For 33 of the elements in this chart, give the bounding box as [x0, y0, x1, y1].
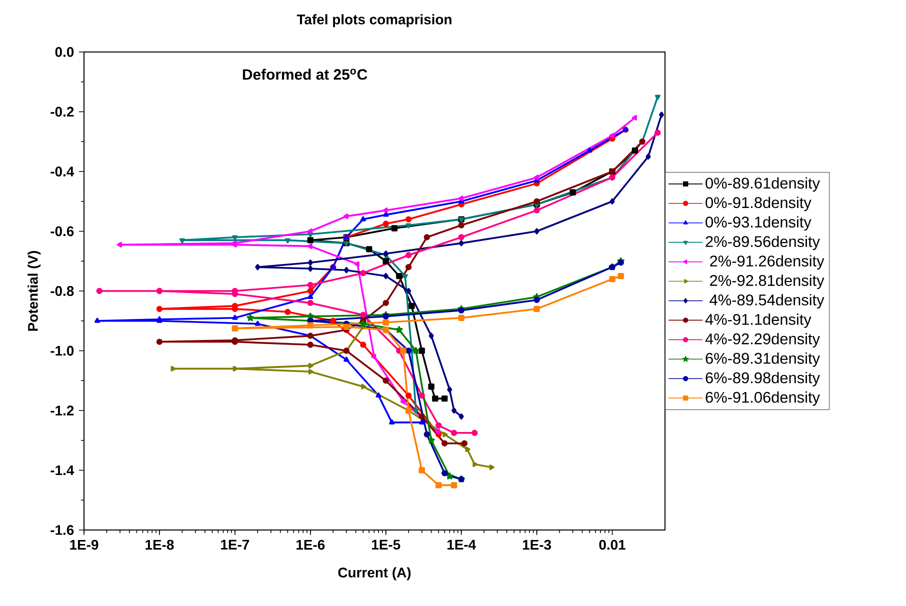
- legend-label: 6%-91.06density: [706, 391, 820, 406]
- y-tick-label: -0.6: [50, 226, 74, 236]
- x-tick-label: 1E-3: [522, 540, 552, 550]
- x-tick-label: 0.01: [599, 540, 626, 550]
- x-tick-label: 1E-4: [447, 540, 476, 550]
- legend-label: 0%-93.1density: [706, 216, 812, 231]
- legend-label: 2%-89.56density: [706, 236, 820, 250]
- x-axis-title: Current (A): [338, 567, 411, 580]
- legend-label: 2%-91.26density: [710, 255, 824, 270]
- legend-label: 0%-91.8density: [706, 196, 812, 212]
- legend-label: 6%-89.31density: [706, 352, 820, 367]
- y-tick-label: -0.8: [50, 286, 74, 296]
- y-tick-label: -0.4: [50, 166, 74, 176]
- y-tick-label: 0.0: [55, 47, 74, 57]
- y-tick-label: -1.4: [50, 465, 74, 476]
- y-tick-label: -1.2: [50, 406, 74, 416]
- legend-label: 0%-89.61density: [706, 177, 820, 192]
- x-tick-label: 1E-5: [372, 540, 400, 550]
- legend-label: 6%-89.98density: [706, 372, 820, 386]
- annotation: Deformed at 25$^{o}$C: [242, 68, 368, 80]
- x-tick-label: 1E-9: [70, 540, 98, 550]
- y-tick-label: -0.2: [50, 106, 74, 117]
- legend-label: 2%-92.81density: [710, 274, 824, 290]
- y-axis-title: Potential (V): [28, 251, 41, 331]
- x-tick-label: 1E-7: [221, 540, 250, 550]
- chart-title: Tafel plots comaprision: [296, 14, 452, 28]
- x-tick-label: 1E-8: [146, 540, 174, 550]
- y-tick-label: -1.0: [50, 346, 74, 356]
- x-tick-label: 1E-6: [296, 540, 325, 550]
- legend-label: 4%-89.54density: [710, 294, 824, 308]
- legend-label: 4%-92.29density: [705, 333, 820, 348]
- y-tick-label: -1.6: [50, 525, 74, 535]
- legend-label: 4%-91.1density: [705, 314, 812, 328]
